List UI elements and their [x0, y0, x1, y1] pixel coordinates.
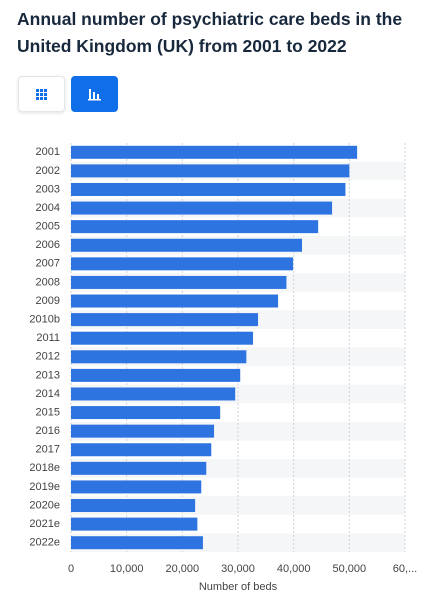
table-view-button[interactable]	[18, 76, 65, 112]
y-tick-label: 2002	[36, 165, 60, 177]
chart-title: Annual number of psychiatric care beds i…	[17, 9, 403, 56]
x-tick-label: 0	[68, 563, 74, 575]
y-tick-label: 2014	[36, 388, 60, 400]
y-tick-label: 2003	[36, 183, 60, 195]
bar	[71, 294, 279, 308]
bar	[71, 145, 358, 159]
y-tick-label: 2019e	[29, 481, 60, 493]
y-tick-label: 2017	[36, 444, 60, 456]
bar	[71, 424, 215, 438]
y-tick-label: 2021e	[29, 518, 60, 530]
y-tick-label: 2018e	[29, 462, 60, 474]
bar	[71, 313, 259, 327]
y-tick-label: 2012	[36, 351, 60, 363]
bar-icon	[88, 89, 101, 101]
bar	[71, 220, 319, 234]
x-tick-label: 20,000	[166, 563, 200, 575]
y-tick-label: 2022e	[29, 537, 60, 549]
bar	[71, 275, 287, 289]
y-tick-label: 2015	[36, 406, 60, 418]
chart-view-button[interactable]	[71, 76, 118, 112]
bar	[71, 331, 254, 345]
y-tick-label: 2001	[36, 146, 60, 158]
y-tick-label: 2011	[36, 332, 60, 344]
x-tick-label: 30,000	[221, 563, 255, 575]
y-tick-label: 2004	[36, 202, 60, 214]
x-axis-label: Number of beds	[199, 581, 278, 593]
bar	[71, 387, 236, 401]
y-tick-label: 2013	[36, 369, 60, 381]
bar	[71, 461, 207, 475]
x-tick-label: 60,...	[393, 563, 417, 575]
bar	[71, 257, 294, 271]
bar	[71, 406, 221, 420]
bar	[71, 201, 333, 215]
y-tick-label: 2009	[36, 295, 60, 307]
y-tick-label: 2005	[36, 221, 60, 233]
bar	[71, 368, 241, 382]
bar	[71, 499, 196, 513]
bar	[71, 443, 212, 457]
bar	[71, 238, 303, 252]
bar	[71, 480, 202, 494]
x-tick-label: 40,000	[277, 563, 311, 575]
y-tick-label: 2007	[36, 258, 60, 270]
y-tick-label: 2020e	[29, 499, 60, 511]
bar	[71, 517, 198, 531]
y-tick-label: 2016	[36, 425, 60, 437]
y-tick-label: 2006	[36, 239, 60, 251]
bar	[71, 350, 247, 364]
grid-icon	[36, 89, 47, 100]
y-tick-label: 2008	[36, 276, 60, 288]
bar	[71, 536, 203, 550]
bar	[71, 164, 350, 178]
x-tick-label: 50,000	[333, 563, 367, 575]
bar	[71, 182, 346, 196]
y-tick-label: 2010b	[29, 314, 60, 326]
x-tick-label: 10,000	[110, 563, 144, 575]
